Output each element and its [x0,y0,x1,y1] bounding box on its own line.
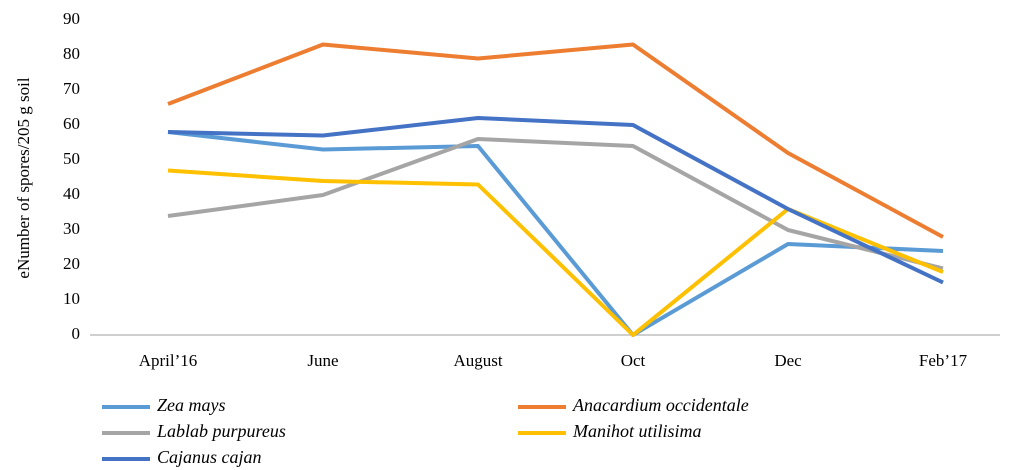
y-tick-label: 70 [63,79,80,98]
y-axis-label: eNumber of spores/205 g soil [14,77,33,278]
series-line [167,116,944,285]
series-line [167,42,944,239]
x-tick-label: Dec [774,351,802,370]
series-line [167,137,944,271]
y-tick-label: 50 [63,149,80,168]
series-line [167,130,944,337]
x-tick-label: Oct [621,351,646,370]
x-tick-label: April’16 [139,351,198,370]
y-tick-label: 10 [63,289,80,308]
legend-label: Lablab purpureus [156,421,286,441]
x-tick-label: Feb’17 [919,351,968,370]
legend-label: Anacardium occidentale [572,395,749,415]
y-tick-label: 60 [63,114,80,133]
y-tick-label: 30 [63,219,80,238]
legend-label: Zea mays [157,395,226,415]
x-tick-label: August [453,351,502,370]
series-line [167,168,944,337]
legend-label: Manihot utilisima [572,421,702,441]
legend-label: Cajanus cajan [157,447,262,467]
y-tick-label: 20 [63,254,80,273]
y-tick-label: 40 [63,184,80,203]
y-tick-label: 90 [63,9,80,28]
y-tick-label: 80 [63,44,80,63]
y-tick-label: 0 [72,324,81,343]
x-tick-label: June [307,351,338,370]
